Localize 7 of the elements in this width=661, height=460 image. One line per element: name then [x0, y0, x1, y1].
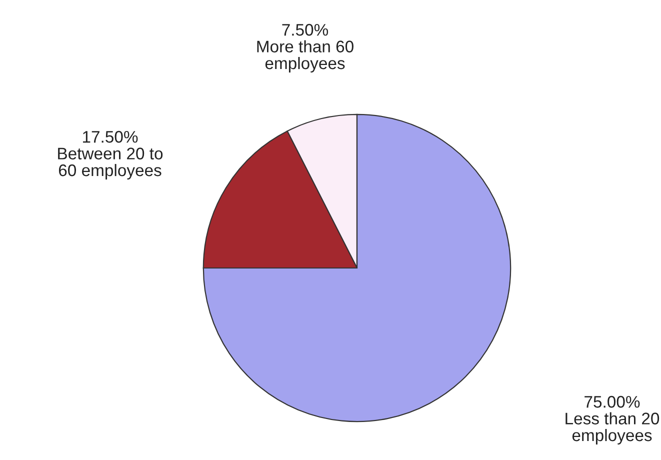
data-label: 7.50% — [282, 24, 328, 36]
slice-label: Between 20 to 60 employees — [58, 148, 163, 180]
slice-label: Less than 20 employees — [566, 412, 660, 445]
pie-slice — [202, 114, 512, 422]
data-label: 75.00% — [584, 396, 640, 408]
data-label: 17.50% — [83, 130, 138, 143]
slice-label: More than 60 employees — [257, 40, 354, 73]
